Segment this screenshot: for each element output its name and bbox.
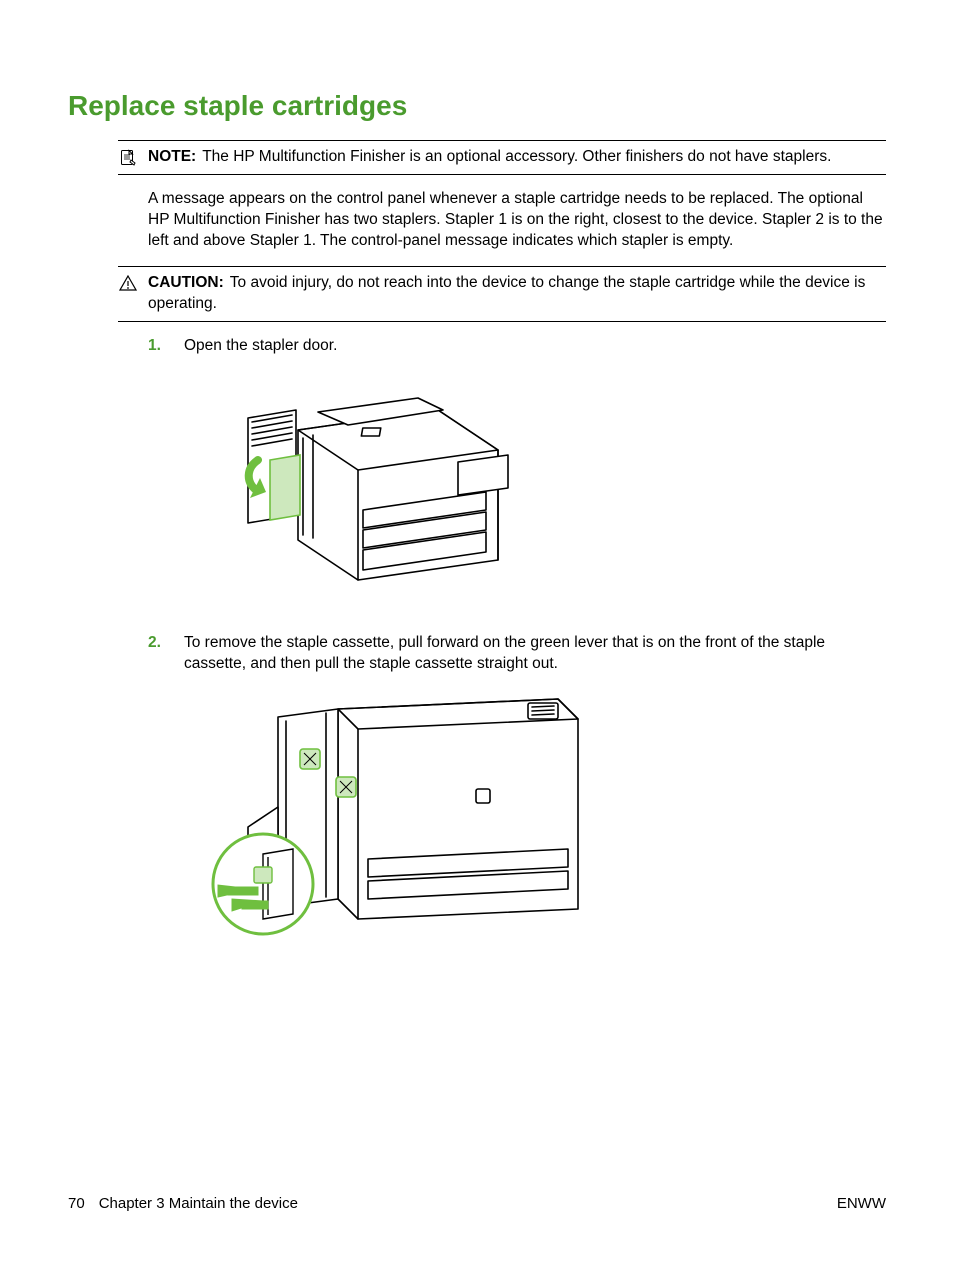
note-text: The HP Multifunction Finisher is an opti… [202, 148, 831, 165]
footer-left: 70 Chapter 3 Maintain the device [68, 1195, 298, 1212]
footer-page-number: 70 [68, 1195, 85, 1212]
intro-paragraph: A message appears on the control panel w… [148, 189, 886, 252]
page: Replace staple cartridges NOTE: The HP Mu… [0, 0, 954, 1270]
page-footer: 70 Chapter 3 Maintain the device ENWW [68, 1195, 886, 1212]
step-2-text: To remove the staple cassette, pull forw… [184, 633, 886, 675]
figure-step-1 [208, 370, 886, 605]
caution-label: CAUTION: [148, 274, 224, 291]
step-1: 1. Open the stapler door. [148, 336, 886, 357]
caution-body: CAUTION:To avoid injury, do not reach in… [148, 273, 886, 315]
note-callout: NOTE: The HP Multifunction Finisher is an… [118, 140, 886, 175]
note-label: NOTE: [148, 148, 196, 165]
caution-callout: CAUTION:To avoid injury, do not reach in… [118, 266, 886, 322]
footer-chapter: Chapter 3 Maintain the device [99, 1195, 298, 1212]
caution-icon [118, 273, 138, 291]
caution-text: To avoid injury, do not reach into the d… [148, 274, 865, 312]
footer-right: ENWW [837, 1195, 886, 1212]
note-icon [118, 147, 138, 167]
step-1-number: 1. [148, 336, 166, 357]
step-1-text: Open the stapler door. [184, 336, 886, 357]
step-2-number: 2. [148, 633, 166, 675]
note-body: NOTE: The HP Multifunction Finisher is an… [148, 147, 831, 168]
page-title: Replace staple cartridges [68, 90, 886, 122]
figure-step-2 [208, 689, 886, 954]
step-2: 2. To remove the staple cassette, pull f… [148, 633, 886, 675]
